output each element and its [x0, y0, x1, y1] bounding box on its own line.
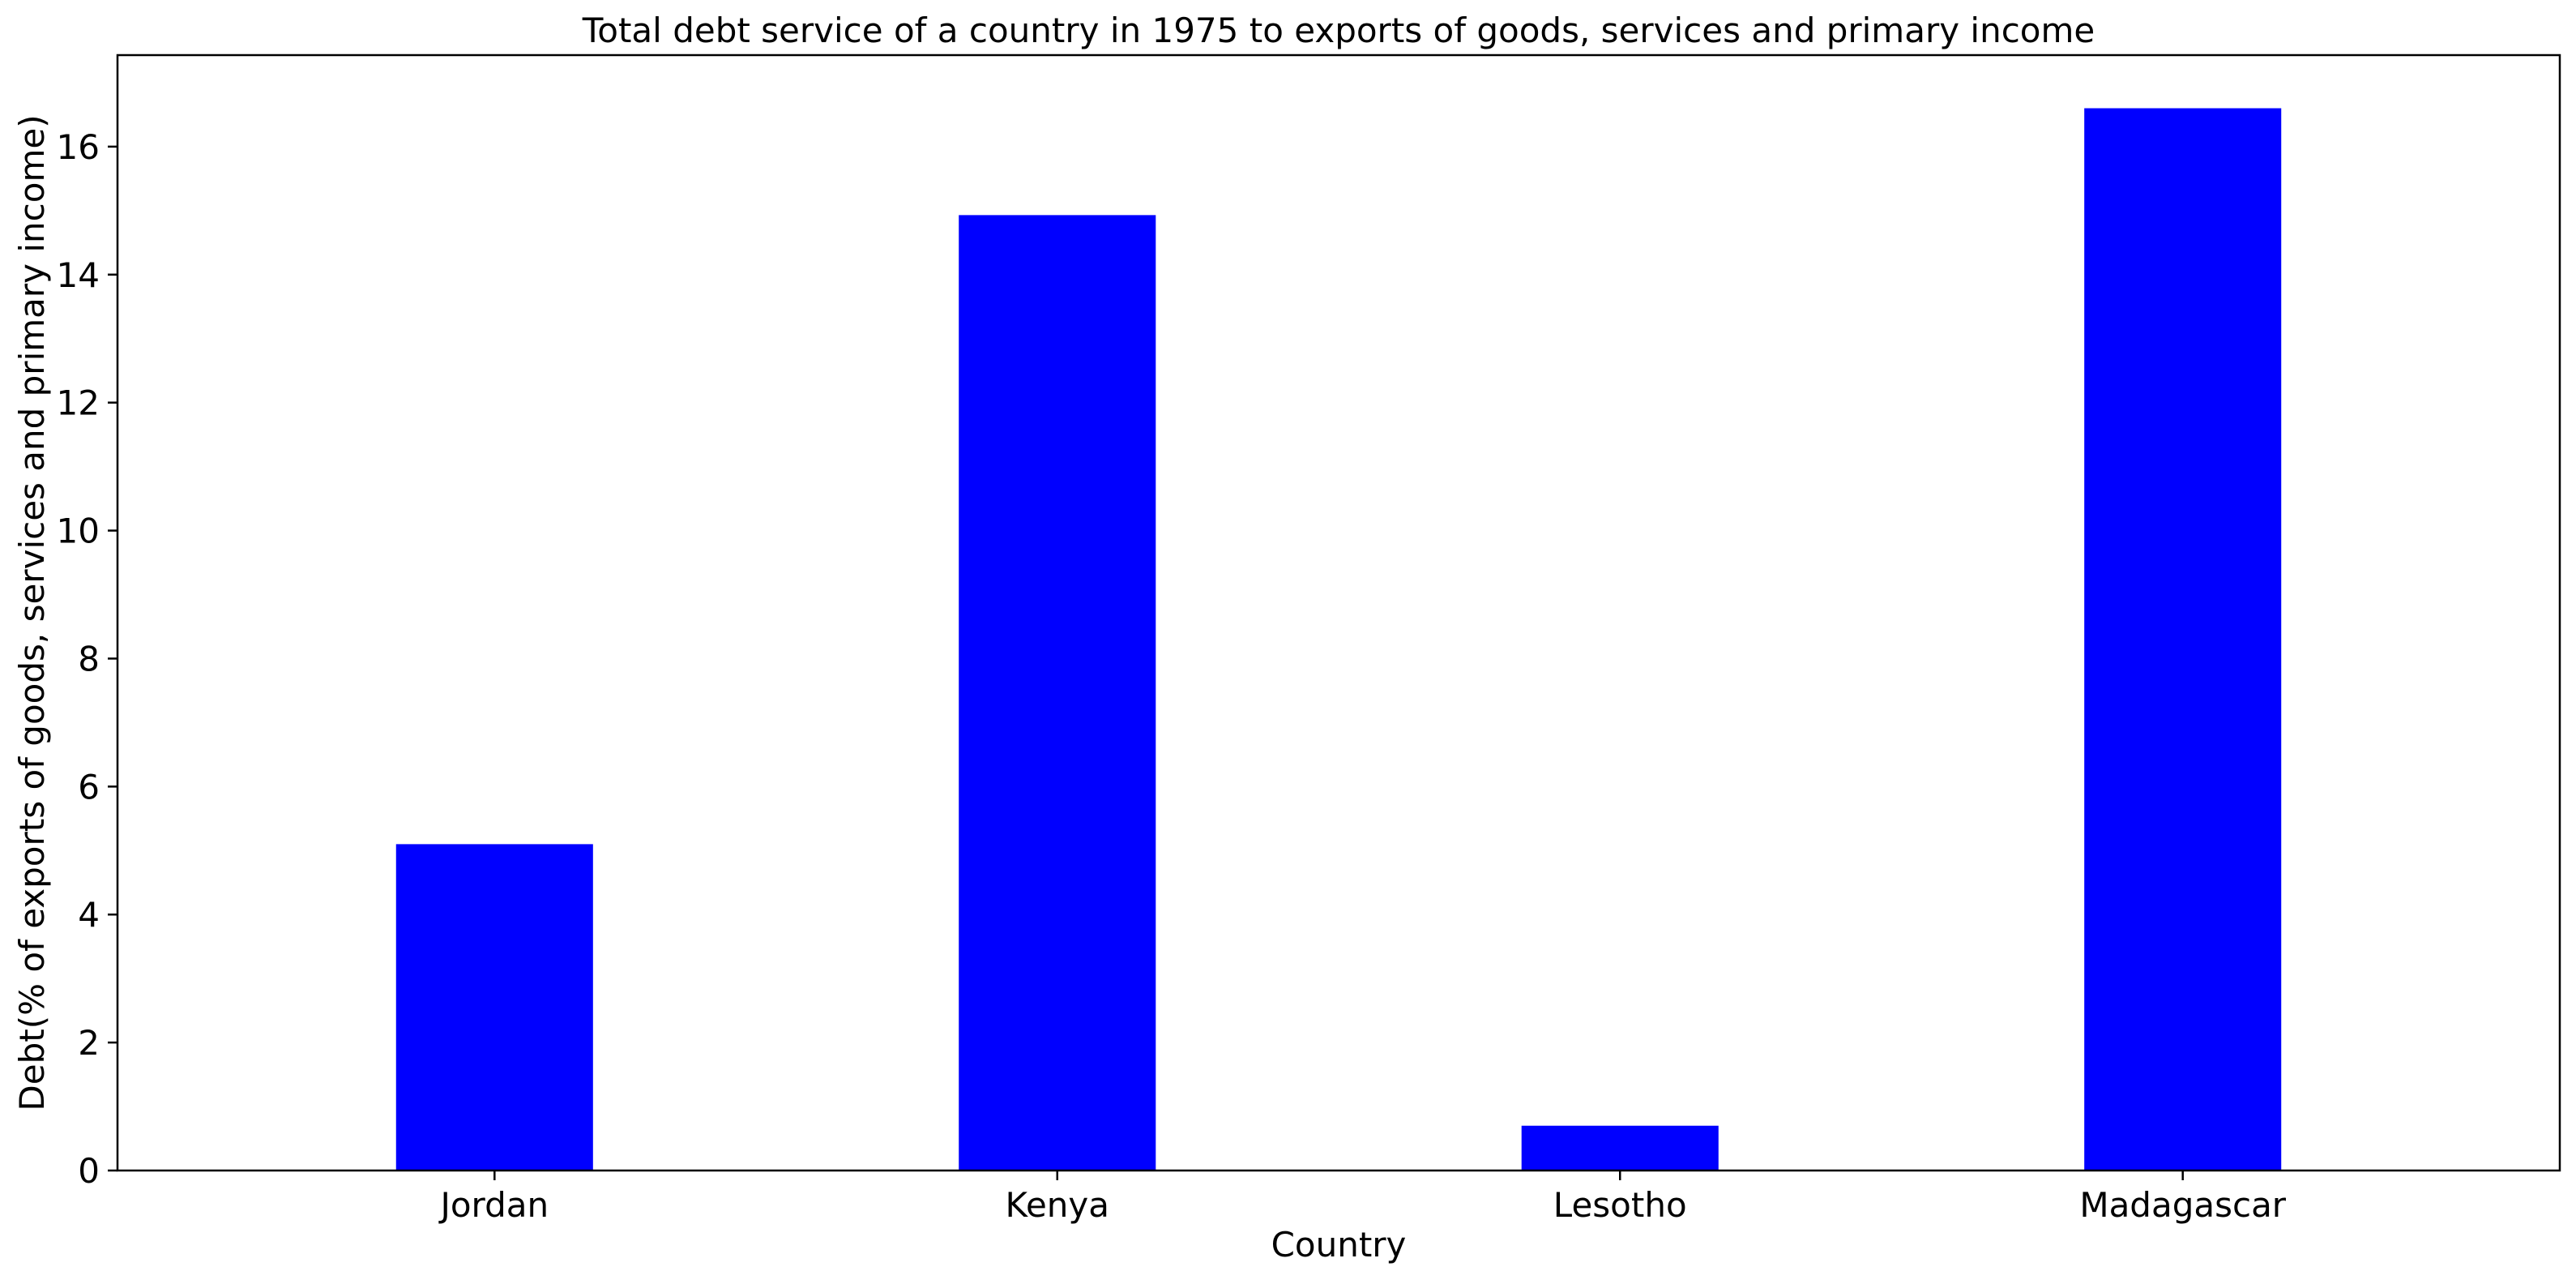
y-axis-label: Debt(% of exports of goods, services and…: [12, 114, 52, 1111]
chart-title: Total debt service of a country in 1975 …: [582, 11, 2095, 50]
y-tick-label: 12: [57, 383, 100, 423]
x-tick-label: Madagascar: [2079, 1185, 2286, 1225]
x-tick-label: Kenya: [1006, 1185, 1110, 1225]
y-tick-label: 8: [78, 639, 100, 678]
y-axis: 0 2 4 6 8 10 12 14 16: [57, 127, 117, 1191]
y-tick-label: 16: [57, 127, 100, 167]
x-tick-label: Jordan: [438, 1185, 549, 1225]
bars-layer: [395, 108, 2282, 1171]
x-axis: Jordan Kenya Lesotho Madagascar: [438, 1171, 2287, 1225]
y-tick-label: 0: [78, 1151, 100, 1191]
bar-lesotho: [1521, 1125, 1719, 1171]
y-tick-label: 2: [78, 1023, 100, 1063]
plot-frame: [116, 54, 2561, 1172]
y-tick-label: 10: [57, 511, 100, 551]
bar-kenya: [959, 215, 1156, 1171]
y-tick-label: 4: [78, 895, 100, 935]
bar-madagascar: [2084, 108, 2282, 1171]
x-tick-label: Lesotho: [1553, 1185, 1687, 1225]
bar-jordan: [395, 844, 593, 1171]
y-tick-label: 14: [57, 255, 100, 295]
y-tick-label: 6: [78, 767, 100, 807]
x-axis-label: Country: [1271, 1225, 1407, 1265]
